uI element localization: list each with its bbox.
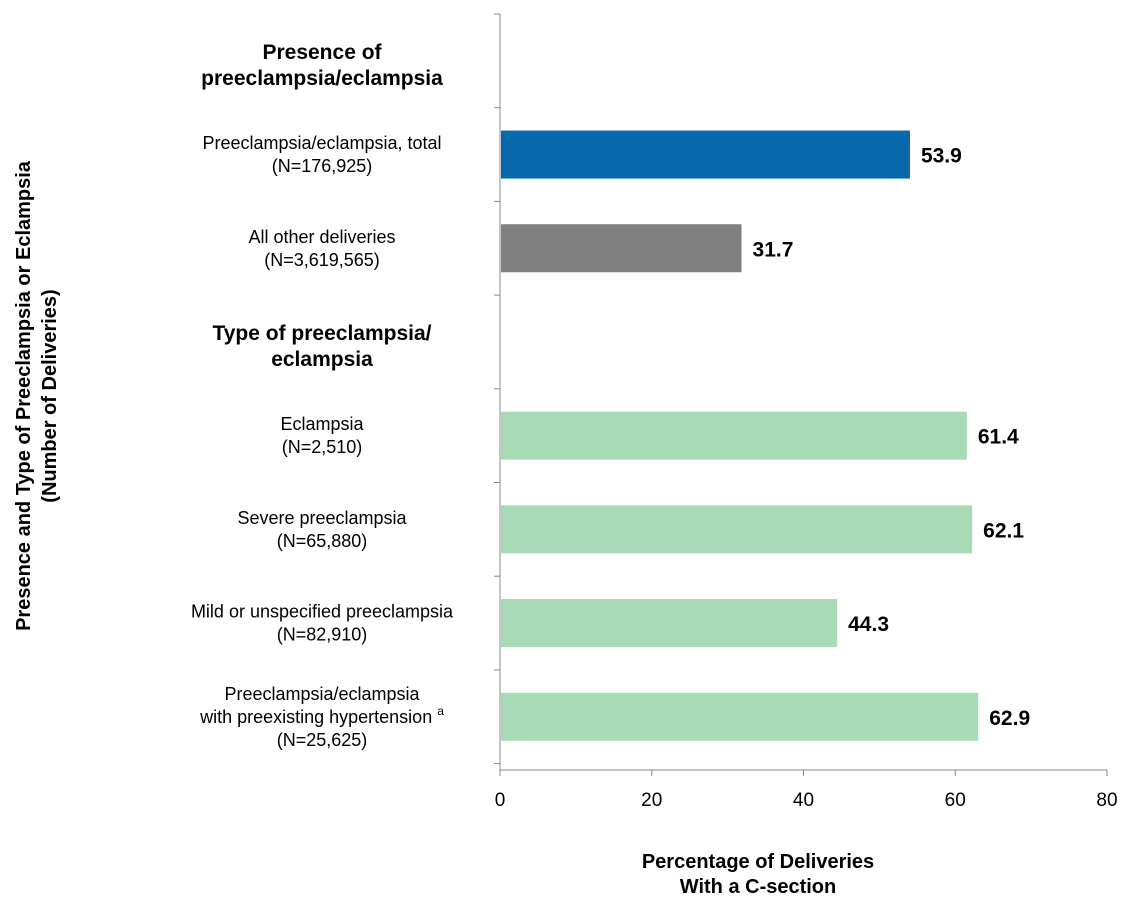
plot-area: 0 20 40 60 80 Presence of preeclampsia/eclamps… — [191, 13, 1118, 811]
x-tick-label: 20 — [641, 790, 662, 811]
y-axis-title-line-1: Presence and Type of Preeclampsia or Ecl… — [13, 160, 35, 631]
y-axis-title-line-2: (Number of Deliveries) — [39, 289, 61, 502]
category-label: (N=2,510) — [282, 437, 363, 457]
x-tick-label: 0 — [495, 790, 506, 811]
bar — [501, 505, 973, 554]
category-label: Preeclampsia/eclampsia, total — [202, 133, 441, 153]
bar — [501, 411, 967, 460]
category-label: Eclampsia — [280, 414, 364, 434]
data-label: 61.4 — [978, 426, 1019, 449]
bar — [501, 224, 742, 273]
category-label: (N=3,619,565) — [264, 250, 380, 270]
data-label: 62.1 — [983, 519, 1024, 542]
group-heading-line-1: Type of preeclampsia/ — [212, 322, 431, 345]
category-label: All other deliveries — [248, 227, 395, 247]
data-label: 31.7 — [753, 238, 794, 261]
data-label: 44.3 — [848, 613, 889, 636]
category-label: Mild or unspecified preeclampsia — [191, 602, 454, 622]
category-label: (N=82,910) — [277, 625, 368, 645]
x-tick-label: 40 — [793, 790, 814, 811]
footnote-marker: a — [437, 704, 444, 718]
x-tick-label: 60 — [945, 790, 966, 811]
x-axis-title: Percentage of Deliveries With a C-sectio… — [642, 851, 874, 898]
data-label: 53.9 — [921, 145, 962, 168]
x-axis-title-line-2: With a C-section — [680, 876, 837, 898]
category-label: (N=25,625) — [277, 730, 368, 750]
bar — [501, 599, 838, 648]
category-label: (N=65,880) — [277, 531, 368, 551]
bar — [501, 692, 979, 741]
y-axis-title: Presence and Type of Preeclampsia or Ecl… — [13, 160, 61, 631]
bar — [501, 130, 910, 179]
category-label: Preeclampsia/eclampsia — [224, 684, 420, 704]
data-label: 62.9 — [989, 707, 1030, 730]
category-label: (N=176,925) — [272, 156, 373, 176]
category-label: with preexisting hypertension a — [199, 704, 444, 727]
x-axis-title-line-1: Percentage of Deliveries — [642, 851, 874, 873]
group-heading-line-2: preeclampsia/eclampsia — [201, 67, 443, 90]
category-label: Severe preeclampsia — [237, 508, 407, 528]
group-heading-line-2: eclampsia — [271, 348, 373, 371]
group-heading-line-1: Presence of — [262, 41, 382, 64]
x-tick-label: 80 — [1096, 790, 1117, 811]
